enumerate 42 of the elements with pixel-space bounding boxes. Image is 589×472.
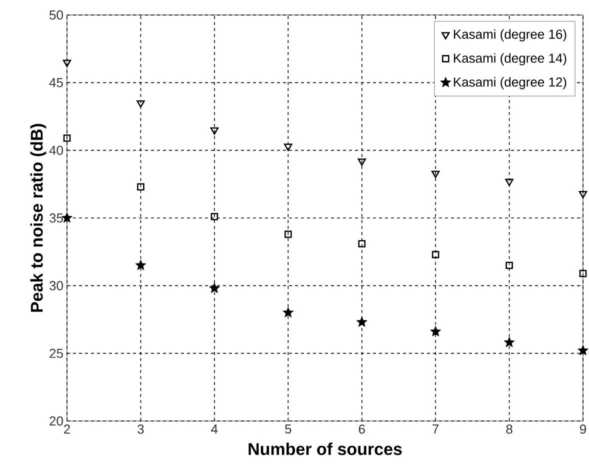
y-tick-label: 50 [50, 10, 63, 20]
point [505, 178, 514, 186]
legend-label: Kasami (degree 12) [454, 77, 566, 90]
x-tick-label: 9 [580, 424, 586, 434]
point [430, 326, 442, 336]
point [358, 240, 366, 248]
y-axis-title: Peak to noise ratio (dB) [30, 124, 46, 312]
point [358, 158, 366, 166]
y-tick-label: 40 [49, 146, 63, 155]
point [62, 60, 72, 68]
point [135, 260, 146, 270]
point [284, 230, 292, 238]
point [136, 100, 145, 108]
point [282, 307, 294, 318]
point [504, 336, 515, 348]
x-tick-label: 4 [211, 424, 218, 434]
y-tick-label: 25 [50, 348, 63, 358]
x-tick-label: 5 [285, 424, 292, 434]
point [506, 262, 513, 270]
x-tick-label: 7 [432, 424, 439, 434]
point [63, 134, 71, 142]
x-tick-label: 8 [506, 424, 512, 434]
legend-label: Kasami (degree 14) [454, 53, 566, 66]
point [578, 190, 588, 198]
x-axis-title: Number of sources [248, 442, 402, 456]
x-tick-label: 6 [358, 424, 365, 434]
y-tick-label: 35 [50, 213, 63, 223]
point [431, 170, 440, 178]
point [210, 127, 219, 135]
point [284, 144, 292, 151]
y-tick-label: 30 [50, 281, 63, 290]
x-tick-label: 2 [64, 424, 70, 434]
x-tick-label: 3 [138, 424, 144, 434]
point [210, 212, 218, 220]
point [579, 270, 587, 278]
point [356, 316, 368, 327]
point [432, 250, 440, 258]
legend-label: Kasami (degree 16) [454, 29, 566, 42]
point [208, 282, 220, 294]
y-tick-label: 20 [50, 416, 63, 426]
y-tick-label: 45 [49, 78, 63, 88]
point [137, 183, 144, 191]
